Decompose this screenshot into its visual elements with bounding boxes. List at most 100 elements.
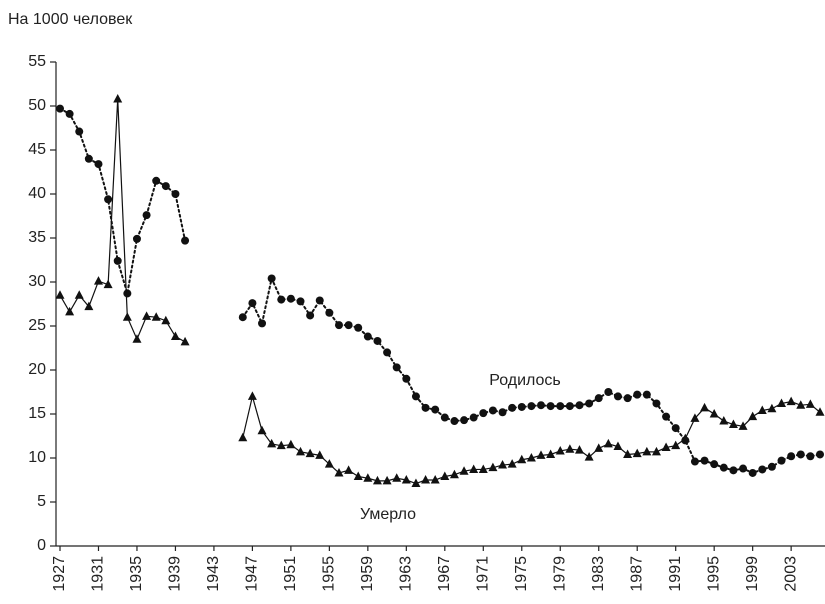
- point: [93, 276, 103, 285]
- point: [662, 412, 671, 421]
- point: [728, 419, 738, 429]
- point: [537, 401, 546, 410]
- x-tick-label: 1959: [359, 556, 376, 592]
- y-tick-label: 5: [37, 493, 46, 510]
- point: [132, 234, 141, 243]
- series-line: [59, 107, 821, 475]
- point: [113, 93, 123, 103]
- x-tick-label: 1947: [244, 556, 261, 592]
- y-tick-label: 10: [28, 449, 46, 466]
- point: [786, 396, 796, 406]
- point: [585, 399, 594, 408]
- x-tick-label: 1951: [282, 556, 299, 592]
- x-tick-label: 1931: [90, 556, 107, 592]
- point: [171, 190, 180, 198]
- point: [123, 289, 132, 298]
- point: [286, 294, 295, 303]
- point: [671, 440, 681, 450]
- point: [181, 236, 190, 245]
- point: [363, 473, 373, 482]
- point: [556, 402, 565, 411]
- point: [796, 450, 805, 459]
- point: [546, 402, 555, 411]
- point: [161, 315, 171, 325]
- point: [661, 442, 671, 451]
- x-tick-label: 1983: [590, 556, 607, 592]
- point: [767, 462, 776, 471]
- point: [805, 399, 815, 408]
- point: [671, 424, 680, 433]
- point: [469, 464, 479, 473]
- point: [748, 468, 757, 477]
- y-tick-label: 20: [28, 361, 46, 378]
- point: [508, 403, 517, 412]
- point: [421, 475, 431, 484]
- point: [565, 444, 575, 453]
- point: [651, 446, 661, 456]
- point: [603, 438, 613, 448]
- point: [594, 443, 604, 452]
- point: [286, 439, 296, 449]
- point: [815, 407, 825, 416]
- point: [459, 466, 469, 475]
- x-tick-label: 1971: [475, 556, 492, 592]
- point: [565, 402, 574, 411]
- y-tick-label: 55: [28, 53, 46, 70]
- y-tick-label: 0: [37, 537, 46, 554]
- point: [680, 433, 690, 443]
- point: [180, 336, 190, 346]
- point: [757, 405, 767, 414]
- point: [478, 464, 488, 473]
- point: [431, 405, 440, 414]
- point: [584, 452, 594, 461]
- point: [344, 321, 353, 330]
- point: [526, 453, 536, 462]
- point: [421, 403, 430, 412]
- point: [440, 413, 449, 422]
- point: [353, 471, 363, 480]
- point: [574, 445, 584, 454]
- point: [402, 374, 411, 383]
- point: [324, 459, 334, 468]
- point: [806, 452, 815, 461]
- point: [623, 449, 633, 458]
- point: [690, 457, 699, 466]
- x-tick-label: 1935: [128, 556, 145, 592]
- point: [104, 195, 113, 204]
- point: [132, 334, 142, 343]
- point: [517, 454, 527, 464]
- series-line: [59, 98, 821, 485]
- point: [604, 388, 613, 396]
- point: [306, 311, 315, 320]
- point: [56, 104, 64, 113]
- y-tick-label: 45: [28, 141, 46, 158]
- x-tick-label: 1943: [205, 556, 222, 592]
- point: [267, 274, 276, 283]
- x-tick-label: 2003: [782, 556, 799, 592]
- point: [267, 438, 277, 448]
- point: [613, 392, 622, 401]
- point: [709, 409, 719, 418]
- point: [334, 321, 343, 330]
- point: [257, 425, 267, 435]
- point: [777, 398, 787, 407]
- point: [816, 450, 824, 459]
- point: [392, 473, 402, 482]
- point: [103, 279, 113, 289]
- x-tick-label: 1963: [398, 556, 415, 592]
- point: [642, 446, 652, 456]
- point: [296, 446, 306, 456]
- point: [758, 465, 767, 474]
- point: [469, 413, 478, 422]
- point: [315, 296, 324, 305]
- point: [334, 467, 344, 477]
- point: [460, 416, 469, 425]
- point: [94, 160, 103, 169]
- point: [594, 394, 603, 403]
- point: [575, 401, 584, 410]
- point: [719, 463, 728, 472]
- point: [642, 390, 651, 399]
- point: [142, 211, 151, 220]
- point: [344, 465, 354, 474]
